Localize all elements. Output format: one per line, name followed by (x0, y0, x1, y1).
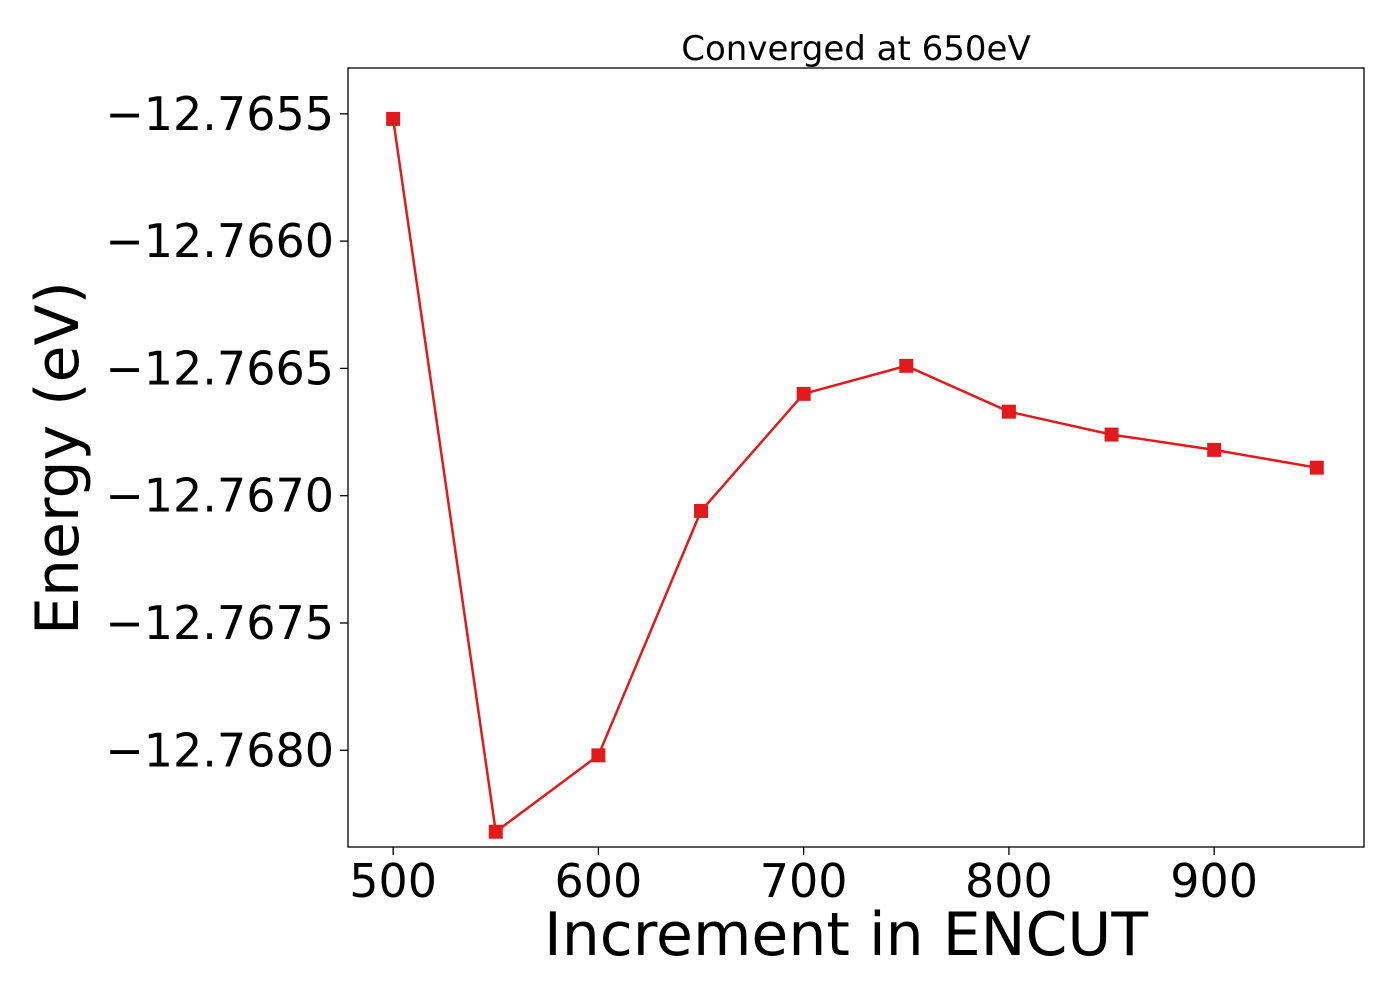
x-axis-ticks: 500 600 700 800 900 (349, 847, 1258, 908)
data-point-marker (1309, 460, 1324, 475)
data-point-marker (899, 358, 914, 373)
y-axis-ticks: −12.7655 −12.7660 −12.7665 −12.7670 −12.7675… (105, 87, 348, 777)
data-point-marker (591, 748, 606, 763)
chart-title: Converged at 650eV (681, 29, 1030, 69)
series-layer (386, 111, 1324, 839)
y-tick-label: −12.7680 (105, 723, 334, 777)
x-tick-label: 600 (555, 854, 643, 908)
plot-area-frame (347, 67, 1365, 848)
data-point-marker (694, 503, 709, 518)
y-axis-label: Energy (eV) (23, 281, 93, 635)
x-axis-label: Increment in ENCUT (544, 900, 1148, 970)
data-point-marker (1104, 427, 1119, 442)
data-point-marker (1207, 442, 1222, 457)
data-point-marker (488, 824, 503, 839)
y-tick-label: −12.7655 (105, 87, 334, 141)
x-tick-label: 900 (1170, 854, 1258, 908)
series-line (391, 118, 1318, 834)
y-tick-label: −12.7660 (105, 214, 334, 268)
x-tick-label: 500 (349, 854, 437, 908)
y-tick-label: −12.7675 (105, 596, 334, 650)
x-tick-label: 800 (965, 854, 1053, 908)
y-tick-label: −12.7670 (105, 469, 334, 523)
data-point-marker (386, 111, 401, 126)
y-tick-label: −12.7665 (105, 341, 334, 395)
data-point-marker (1001, 404, 1016, 419)
data-point-marker (796, 386, 811, 401)
x-tick-label: 700 (760, 854, 848, 908)
